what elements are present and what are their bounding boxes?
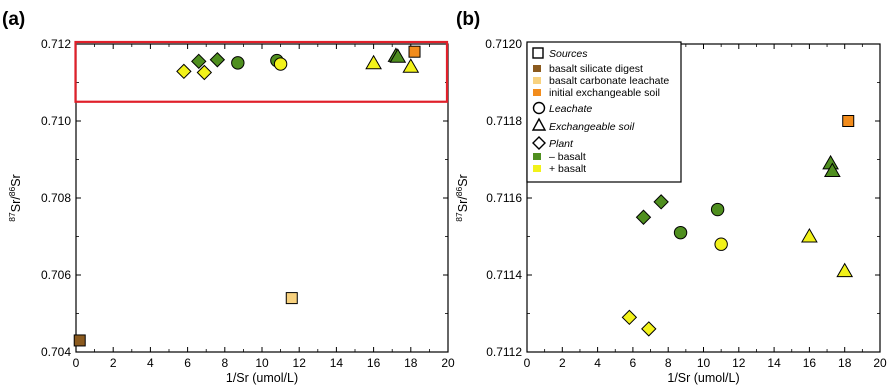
y-tick-label: 0.7118 (486, 114, 522, 128)
plot-frame (75, 43, 449, 353)
x-tick-label: 6 (184, 356, 191, 370)
marker-diamond (176, 63, 192, 80)
legend-minus-basalt: – basalt (549, 151, 586, 163)
marker-square (408, 45, 421, 58)
x-tick-label: 20 (441, 356, 455, 370)
y-tick-label: 0.7112 (486, 345, 522, 359)
marker-triangle (389, 48, 407, 63)
x-tick-label: 4 (594, 356, 601, 370)
legend-basalt-silicate: basalt silicate digest (549, 63, 643, 75)
marker-circle (673, 225, 688, 240)
legend-swatch-basalt-carbonate (533, 77, 541, 84)
legend-swatch-basalt-silicate (533, 65, 541, 72)
y-tick-label: 0.706 (41, 268, 71, 282)
marker-diamond (196, 64, 213, 81)
x-tick-label: 14 (330, 356, 344, 370)
x-tick-label: 0 (524, 356, 531, 370)
legend: Sources basalt silicate digest basalt ca… (526, 41, 682, 183)
panel-b-label: (b) (456, 9, 480, 30)
legend-swatch-plus-basalt (533, 165, 541, 172)
y-tick-label: 0.7114 (486, 268, 522, 282)
y-tick-label: 0.704 (41, 345, 71, 359)
marker-triangle (365, 54, 382, 70)
marker-circle (231, 56, 245, 70)
y-tick-label: 0.712 (41, 37, 71, 51)
legend-sources: Sources (549, 48, 588, 60)
marker-triangle (801, 227, 818, 243)
panel-b-plot: 0 2 4 6 8 10 12 14 16 18 20 0.7112 0.7114 0.7116 0.711… (454, 37, 887, 385)
x-tick-label: 14 (767, 356, 781, 370)
x-tick-label: 8 (221, 356, 228, 370)
x-tick-label: 18 (838, 356, 852, 370)
x-tick-label: 2 (110, 356, 117, 370)
y-tick-label: 0.7116 (486, 191, 522, 205)
marker-diamond (641, 321, 657, 337)
panel-a-label: (a) (2, 9, 25, 30)
marker-circle (710, 202, 725, 217)
legend-swatch-initial-soil (533, 89, 541, 96)
marker-circle (714, 237, 728, 251)
marker-square (285, 292, 298, 305)
y-axis-label: 87Sr/86Sr (7, 174, 23, 221)
legend-swatch-minus-basalt (533, 153, 541, 160)
marker-diamond (191, 53, 207, 70)
x-tick-label: 16 (803, 356, 817, 370)
legend-basalt-carbonate: basalt carbonate leachate (549, 75, 669, 87)
legend-leachate: Leachate (549, 103, 592, 115)
legend-circle-marker (532, 101, 546, 115)
marker-diamond (209, 52, 226, 68)
marker-square (73, 334, 86, 347)
x-tick-label: 20 (873, 356, 887, 370)
highlight-box (74, 40, 449, 103)
x-tick-label: 10 (697, 356, 711, 370)
marker-diamond (653, 194, 669, 210)
x-tick-label: 2 (559, 356, 566, 370)
y-axis-label: 87Sr/86Sr (454, 174, 470, 221)
x-tick-label: 8 (665, 356, 672, 370)
x-tick-label: 10 (255, 356, 269, 370)
legend-plant: Plant (549, 138, 574, 150)
marker-diamond (635, 209, 652, 225)
y-tick-label: 0.708 (41, 191, 71, 205)
x-tick-label: 6 (630, 356, 637, 370)
marker-square (842, 115, 855, 127)
y-tick-label: 0.7120 (485, 37, 522, 51)
x-tick-label: 18 (404, 356, 418, 370)
legend-square-marker (532, 47, 544, 59)
legend-exch-soil: Exchangeable soil (549, 121, 635, 133)
y-tick-label: 0.710 (41, 114, 71, 128)
x-axis-label: 1/Sr (umol/L) (226, 371, 298, 385)
x-axis-label: 1/Sr (umol/L) (667, 371, 739, 385)
x-tick-label: 0 (73, 356, 80, 370)
marker-triangle (836, 262, 854, 278)
legend-triangle-marker (531, 117, 547, 131)
marker-triangle (823, 162, 841, 178)
marker-triangle (402, 58, 420, 73)
marker-diamond (621, 309, 638, 326)
panel-a-plot: 0 2 4 6 8 10 12 14 16 18 20 0.704 0.706 0.708 0.710 0.7… (7, 37, 455, 385)
legend-initial-soil: initial exchangeable soil (549, 87, 660, 99)
legend-plus-basalt: + basalt (549, 163, 586, 175)
marker-circle (273, 57, 288, 71)
x-tick-label: 12 (732, 356, 746, 370)
x-tick-label: 4 (147, 356, 154, 370)
x-tick-label: 12 (293, 356, 307, 370)
legend-box (526, 41, 682, 183)
legend-diamond-marker (532, 136, 546, 150)
x-tick-label: 16 (367, 356, 381, 370)
